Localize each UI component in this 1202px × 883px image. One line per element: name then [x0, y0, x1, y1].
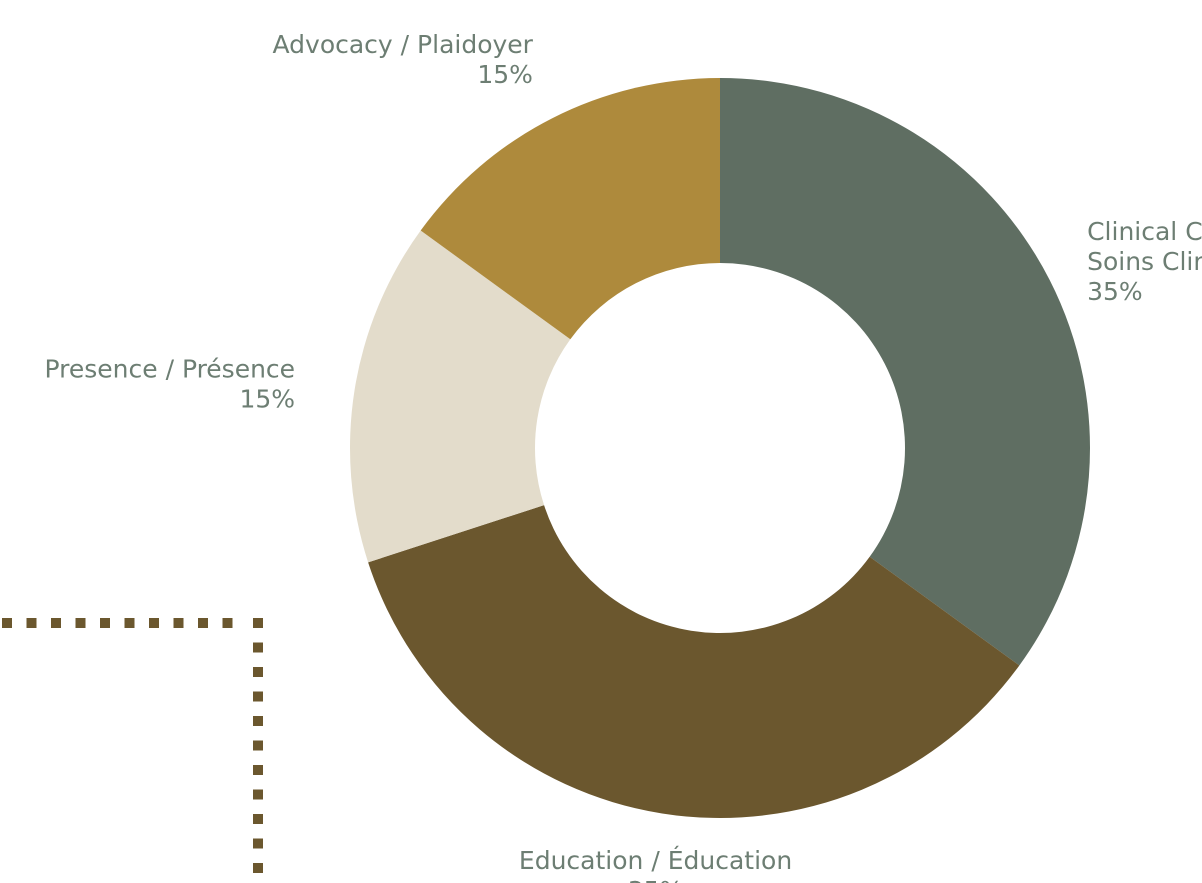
slice-label: Clinical Care /Soins Cliniques35% [1087, 217, 1202, 306]
dotted-decoration-dot [2, 618, 12, 628]
dotted-corner-decoration [2, 618, 263, 873]
dotted-decoration-dot [253, 838, 263, 849]
slice-value-label: 15% [477, 60, 533, 89]
dotted-decoration-dot [173, 618, 184, 628]
dotted-decoration-dot [75, 618, 86, 628]
slice-name-label: Presence / Présence [45, 355, 296, 384]
donut-slice [350, 230, 571, 563]
slice-label: Education / Éducation35% [519, 846, 792, 883]
dotted-decoration-dot [253, 814, 263, 824]
dotted-decoration-dot [253, 716, 263, 726]
dotted-decoration-dot [253, 789, 263, 800]
dotted-decoration-dot [51, 618, 61, 628]
donut-slices [350, 78, 1090, 818]
slice-value-label: 15% [239, 385, 295, 414]
dotted-decoration-dot [253, 618, 263, 628]
dotted-decoration-dot [253, 863, 263, 873]
slice-name-label: Clinical Care / [1087, 217, 1202, 246]
dotted-decoration-dot [198, 618, 208, 628]
slice-name-label: Soins Cliniques [1087, 247, 1202, 276]
slice-label: Presence / Présence 15% [45, 355, 296, 414]
dotted-decoration-dot [100, 618, 110, 628]
donut-slice [420, 78, 720, 340]
dotted-decoration-dot [149, 618, 159, 628]
slice-value-label: 35% [628, 876, 684, 883]
donut-slice [368, 505, 1020, 818]
dotted-decoration-dot [124, 618, 135, 628]
dotted-decoration-dot [26, 618, 37, 628]
slice-labels: Clinical Care /Soins Cliniques35%Educati… [45, 30, 1202, 883]
slice-name-label: Advocacy / Plaidoyer [273, 30, 534, 59]
dotted-decoration-dot [253, 740, 263, 751]
dotted-decoration-dot [253, 691, 263, 702]
dotted-decoration-dot [253, 667, 263, 677]
slice-label: Advocacy / Plaidoyer 15% [273, 30, 534, 89]
slice-value-label: 35% [1087, 277, 1143, 306]
slice-name-label: Education / Éducation [519, 846, 792, 875]
donut-slice [720, 78, 1090, 666]
dotted-decoration-dot [222, 618, 233, 628]
dotted-decoration-dot [253, 765, 263, 775]
dotted-decoration-dot [253, 642, 263, 653]
